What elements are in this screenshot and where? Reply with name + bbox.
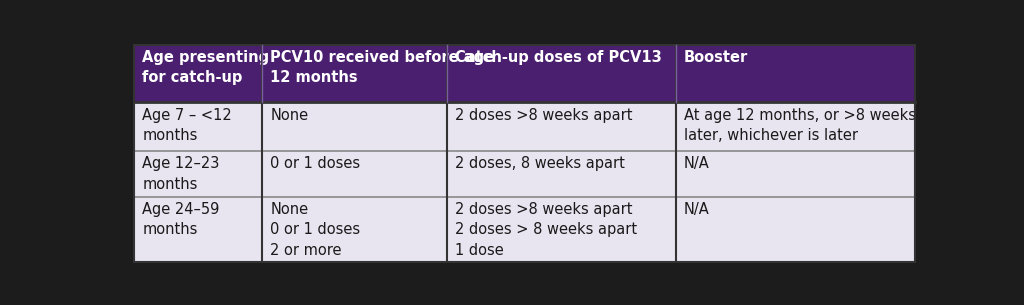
Bar: [676, 45, 915, 102]
Bar: [446, 151, 676, 197]
Text: None
0 or 1 doses
2 or more: None 0 or 1 doses 2 or more: [270, 202, 360, 258]
Text: At age 12 months, or >8 weeks
later, whichever is later: At age 12 months, or >8 weeks later, whi…: [684, 108, 915, 143]
Text: Age 7 – <12
months: Age 7 – <12 months: [142, 108, 232, 143]
Text: 2 doses >8 weeks apart
2 doses > 8 weeks apart
1 dose: 2 doses >8 weeks apart 2 doses > 8 weeks…: [455, 202, 637, 258]
Text: Age 24–59
months: Age 24–59 months: [142, 202, 220, 238]
Text: 2 doses >8 weeks apart: 2 doses >8 weeks apart: [455, 108, 632, 123]
Bar: [262, 197, 446, 262]
Bar: [446, 45, 676, 102]
Text: Booster: Booster: [684, 50, 748, 65]
Bar: [676, 151, 915, 197]
Bar: [446, 102, 676, 151]
Text: 2 doses, 8 weeks apart: 2 doses, 8 weeks apart: [455, 156, 625, 171]
Text: 0 or 1 doses: 0 or 1 doses: [270, 156, 360, 171]
Bar: [446, 197, 676, 262]
Text: N/A: N/A: [684, 202, 710, 217]
Text: PCV10 received before age
12 months: PCV10 received before age 12 months: [270, 50, 495, 85]
Bar: [134, 45, 262, 102]
Text: Catch-up doses of PCV13: Catch-up doses of PCV13: [455, 50, 662, 65]
Text: None: None: [270, 108, 308, 123]
Bar: [262, 45, 446, 102]
Bar: [676, 197, 915, 262]
Bar: [262, 151, 446, 197]
Text: Age presenting
for catch-up: Age presenting for catch-up: [142, 50, 269, 85]
Bar: [134, 102, 262, 151]
Text: N/A: N/A: [684, 156, 710, 171]
Bar: [134, 197, 262, 262]
Bar: [134, 151, 262, 197]
Text: Age 12–23
months: Age 12–23 months: [142, 156, 220, 192]
Bar: [262, 102, 446, 151]
Bar: [676, 102, 915, 151]
